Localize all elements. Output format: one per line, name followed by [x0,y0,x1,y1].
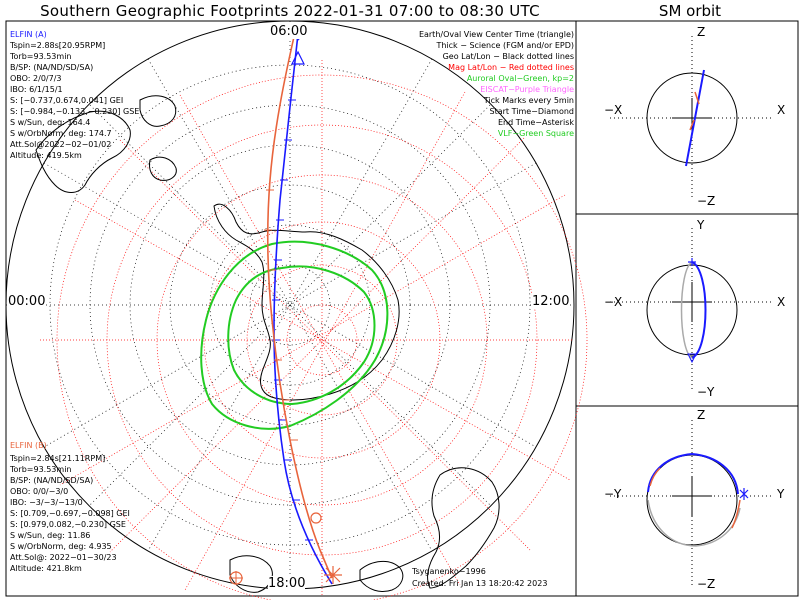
sm3-right-label: Y [777,487,785,501]
elfin-a-line: S w/Sun, deg: 164.4 [10,118,91,127]
elfin-b-line: S: [0.979,0.082,−0.230] GSE [10,520,126,529]
elfin-b-info: Tspin=2.84s[21.11RPM] Torb=93.53min B/SP… [10,453,130,574]
legend-view-center: Earth/Oval View Center Time (triangle) [418,30,574,39]
sm1-bottom-label: −Z [697,194,716,208]
legend: Earth/Oval View Center Time (triangle) T… [314,29,574,139]
elfin-b-line: S: [0.709,−0.697,−0.098] GEI [10,509,130,518]
elfin-b-line: Att.Sol@: 2022−01−30/23 [10,553,117,562]
elfin-a-line: S w/OrbNorm, deg: 174.7 [10,129,112,138]
sm1-top-label: Z [697,25,706,39]
clock-label-bottom: 18:00 [268,576,306,591]
sm-panel-1 [610,36,774,200]
elfin-a-line: OBO: 2/0/7/3 [10,74,62,83]
legend-vlf: VLF−Green Square [497,129,574,138]
continent-outlines [35,95,500,593]
clock-label-right: 12:00 [532,294,570,309]
elfin-a-line: Torb=93.53min [10,52,72,61]
mag-grid [40,60,588,600]
legend-mag-grid: Mag Lat/Lon − Red dotted lines [448,63,574,72]
elfin-b-track [229,27,342,585]
sm2-bottom-label: −Y [697,385,715,399]
clock-label-top: 06:00 [270,24,308,39]
elfin-b-line: S w/OrbNorm, deg: 4.935 [10,542,112,551]
elfin-b-line: Tspin=2.84s[21.11RPM] [10,454,106,463]
elfin-a-line: S: [−0.737,0.674,0.041] GEI [10,96,124,105]
created-timestamp: Created: Fri Jan 13 18:20:42 2023 [412,579,548,588]
elfin-b-line: S w/Sun, deg: 11.86 [10,531,91,540]
sm1-left-label: −X [604,103,623,117]
clock-label-left: 00:00 [8,294,46,309]
plot-title: Southern Geographic Footprints 2022-01-3… [40,2,540,20]
elfin-b-line: Torb=93.53min [10,465,72,474]
sm2-top-label: Y [697,218,705,232]
legend-auroral-oval: Auroral Oval−Green, kp=2 [466,74,574,83]
sm1-right-label: X [777,103,786,117]
sm3-left-label: −Y [604,487,622,501]
elfin-b-line: IBO: −3/−3/−13/0 [10,498,83,507]
elfin-b-line: OBO: 0/0/−3/0 [10,487,69,496]
elfin-b-name: ELFIN (B) [10,441,47,450]
elfin-a-line: Tspin=2.88s[20.95RPM] [10,41,106,50]
model-label: Tsyganenko−1996 [412,567,486,576]
sm-panel-2 [610,228,774,392]
legend-thick-science: Thick − Science (FGM and/or EPD) [436,41,574,50]
legend-geo-grid: Geo Lat/Lon − Black dotted lines [442,52,574,61]
auroral-oval [200,240,389,430]
elfin-a-line: B/SP: (NA/ND/SD/SA) [10,63,94,72]
sm3-bottom-label: −Z [697,577,716,591]
elfin-a-line: IBO: 6/1/15/1 [10,85,63,94]
elfin-b-line: B/SP: (NA/ND/SD/SA) [10,476,94,485]
elfin-a-line: Att.Sol@2022−02−01/02 [10,140,112,149]
sm-panel-3 [610,420,774,588]
elfin-a-line: Altitude: 419.5km [10,151,82,160]
legend-tick-marks: Tick Marks every 5min [483,96,574,105]
sm3-top-label: Z [697,408,706,422]
elfin-a-info: Tspin=2.88s[20.95RPM] Torb=93.53min B/SP… [10,40,139,161]
elfin-a-name: ELFIN (A) [10,30,47,39]
sm2-left-label: −X [604,295,623,309]
elfin-a-line: S: [−0.984,−0.133,−0.230] GSE [10,107,140,116]
sm-frame [575,20,799,597]
sm2-right-label: X [777,295,786,309]
legend-eiscat: EISCAT−Purple Triangle [480,85,574,94]
sm-orbit-title: SM orbit [658,2,722,20]
elfin-b-line: Altitude: 421.8km [10,564,82,573]
legend-start-time: Start Time−Diamond [489,107,575,116]
legend-end-time: End Time−Asterisk [497,118,574,127]
